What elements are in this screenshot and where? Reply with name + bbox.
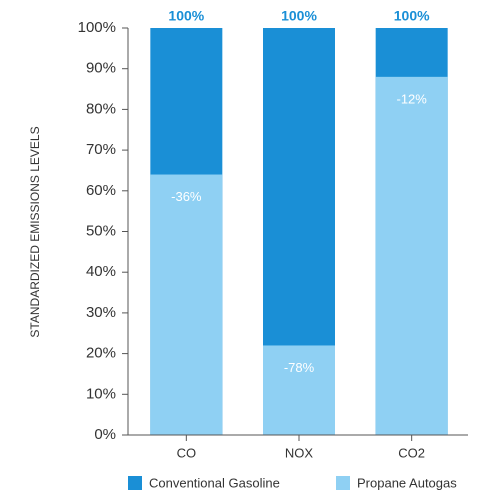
y-tick-label: 70% [86,141,116,158]
annotation: -12% [396,91,427,106]
x-tick-label: NOX [285,445,314,460]
x-tick-label: CO2 [398,445,425,460]
bar [150,174,223,435]
y-tick-label: 50% [86,222,116,239]
y-tick-label: 0% [94,426,116,443]
bar [263,345,335,435]
annotation: -36% [171,189,202,204]
x-tick-label: CO [177,445,197,460]
y-axis-label: STANDARDIZED EMISSIONS LEVELS [28,126,42,337]
bar [375,76,448,435]
y-tick-label: 40% [86,263,116,280]
legend-swatch [336,476,350,490]
annotation: -78% [284,360,315,375]
y-tick-label: 80% [86,100,116,117]
value-label: 100% [281,8,317,24]
y-tick-label: 30% [86,304,116,321]
legend-label: Propane Autogas [357,475,457,490]
y-tick-label: 10% [86,385,116,402]
y-tick-label: 90% [86,60,116,77]
y-tick-label: 60% [86,182,116,199]
value-label: 100% [394,8,430,24]
legend-swatch [128,476,142,490]
value-label: 100% [168,8,204,24]
y-tick-label: 100% [78,19,116,36]
y-tick-label: 20% [86,345,116,362]
legend-label: Conventional Gasoline [149,475,280,490]
